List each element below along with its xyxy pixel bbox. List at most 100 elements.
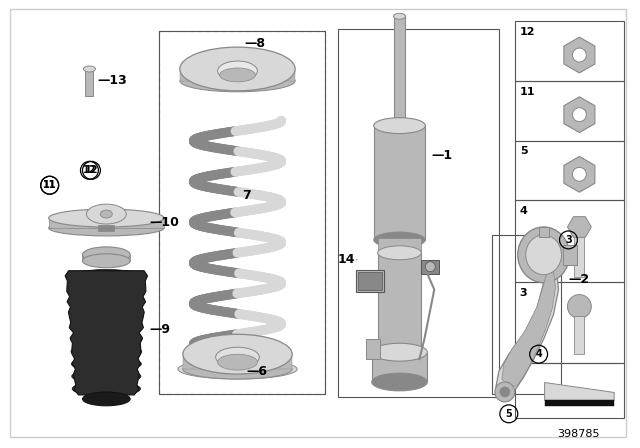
Ellipse shape [49, 209, 164, 227]
Bar [575, 237, 584, 277]
Ellipse shape [218, 61, 257, 81]
Text: 398785: 398785 [557, 429, 600, 439]
Circle shape [500, 387, 510, 397]
Text: 12: 12 [520, 27, 535, 37]
Bar [338, 29, 499, 397]
Ellipse shape [72, 369, 141, 384]
Ellipse shape [69, 282, 144, 297]
Ellipse shape [218, 354, 257, 370]
Text: —8: —8 [244, 37, 266, 50]
Bar [159, 31, 325, 394]
Bar [515, 363, 624, 418]
Text: 4: 4 [535, 349, 542, 359]
Ellipse shape [83, 66, 95, 72]
Bar [394, 16, 406, 125]
Bar [545, 401, 614, 406]
Ellipse shape [180, 47, 295, 91]
Ellipse shape [518, 227, 570, 283]
Ellipse shape [100, 210, 112, 218]
Ellipse shape [49, 220, 164, 236]
Text: 5: 5 [520, 146, 527, 156]
Bar [372, 352, 428, 382]
Bar [378, 253, 421, 352]
Ellipse shape [180, 70, 295, 92]
Ellipse shape [72, 381, 141, 396]
Ellipse shape [70, 332, 142, 346]
Bar [83, 255, 130, 261]
Text: —9: —9 [149, 323, 170, 336]
Ellipse shape [394, 13, 406, 19]
Ellipse shape [69, 294, 143, 309]
Polygon shape [545, 383, 614, 401]
Bar [378, 238, 421, 253]
Text: —1: —1 [431, 149, 452, 162]
Text: 3: 3 [565, 235, 572, 245]
Ellipse shape [426, 262, 435, 271]
Ellipse shape [372, 343, 428, 361]
Text: 12: 12 [84, 165, 98, 175]
Bar [539, 227, 548, 237]
Text: —10: —10 [149, 215, 179, 228]
Bar [99, 225, 115, 231]
Polygon shape [496, 263, 559, 395]
Ellipse shape [71, 357, 141, 371]
Bar [180, 69, 295, 81]
Bar [374, 125, 426, 240]
Polygon shape [568, 217, 591, 237]
Bar [563, 245, 577, 265]
Ellipse shape [70, 319, 143, 334]
Ellipse shape [374, 118, 426, 134]
Text: 14: 14 [338, 253, 355, 266]
Text: —13: —13 [97, 74, 127, 87]
Ellipse shape [216, 347, 259, 367]
Ellipse shape [374, 232, 426, 248]
Bar [365, 339, 380, 359]
Text: —2: —2 [568, 273, 589, 286]
Bar [358, 271, 381, 289]
Ellipse shape [178, 359, 297, 379]
Ellipse shape [185, 72, 290, 90]
Ellipse shape [525, 235, 561, 275]
Ellipse shape [378, 246, 421, 260]
Text: 4: 4 [520, 206, 527, 216]
Text: 12: 12 [83, 165, 96, 175]
Bar [515, 141, 624, 200]
Ellipse shape [83, 392, 130, 406]
Bar [356, 270, 383, 292]
Bar [183, 354, 292, 369]
Ellipse shape [68, 269, 144, 284]
Circle shape [572, 108, 586, 122]
Ellipse shape [183, 359, 292, 379]
Bar [515, 21, 624, 81]
Ellipse shape [183, 334, 292, 374]
Polygon shape [564, 37, 595, 73]
Polygon shape [564, 156, 595, 192]
Ellipse shape [220, 68, 255, 82]
Text: 11: 11 [43, 180, 56, 190]
Text: 7: 7 [243, 189, 252, 202]
Ellipse shape [70, 307, 143, 322]
Polygon shape [49, 218, 164, 228]
Ellipse shape [86, 204, 126, 224]
Ellipse shape [83, 254, 130, 268]
Polygon shape [502, 267, 556, 387]
Bar [421, 260, 439, 274]
Polygon shape [86, 69, 93, 96]
Ellipse shape [83, 247, 130, 263]
Bar [515, 282, 624, 363]
Bar [515, 81, 624, 141]
Circle shape [572, 168, 586, 181]
Circle shape [568, 294, 591, 319]
Ellipse shape [378, 345, 421, 359]
Text: —6: —6 [246, 365, 268, 378]
Circle shape [495, 382, 515, 402]
Polygon shape [564, 97, 595, 133]
Bar [575, 316, 584, 354]
Bar [492, 235, 561, 394]
Text: 5: 5 [506, 409, 512, 419]
Ellipse shape [71, 344, 141, 359]
Ellipse shape [372, 373, 428, 391]
Polygon shape [65, 271, 148, 395]
Text: 3: 3 [520, 288, 527, 297]
Text: 11: 11 [520, 87, 535, 97]
